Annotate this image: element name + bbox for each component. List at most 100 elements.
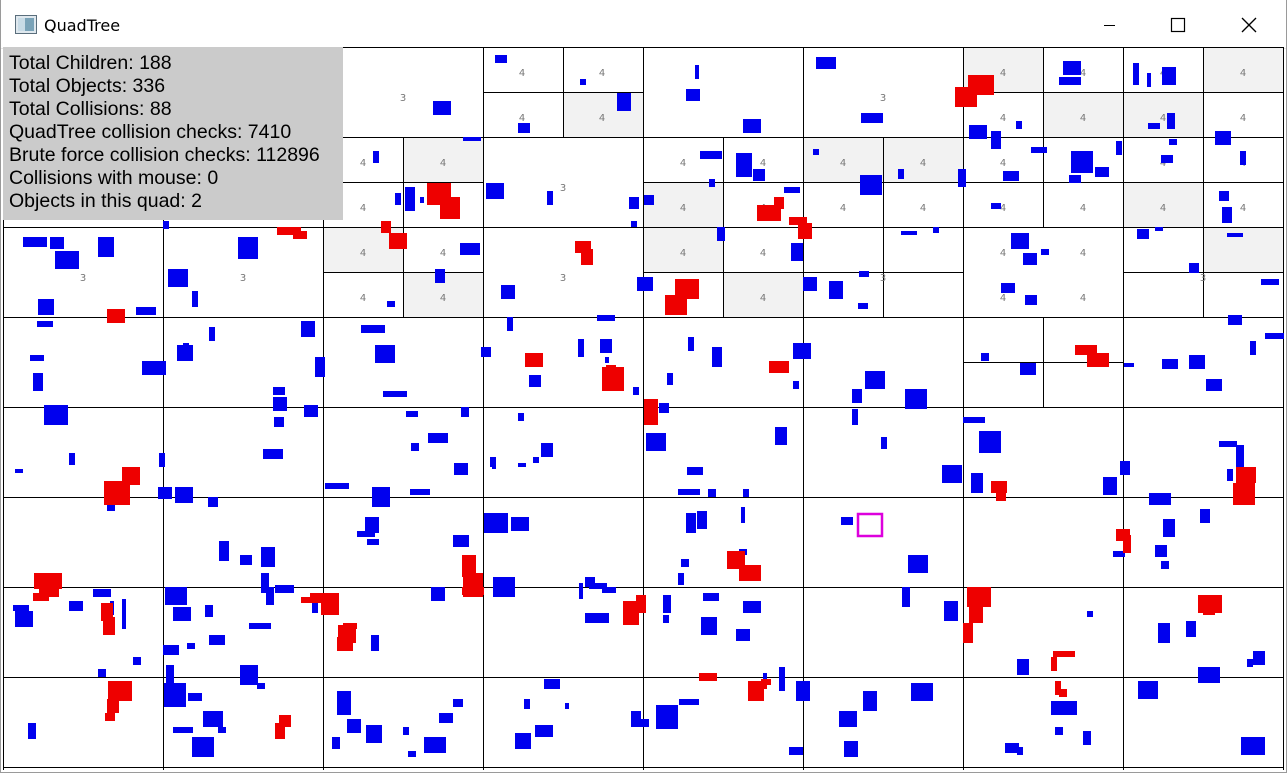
object-rect bbox=[1059, 77, 1081, 85]
object-rect bbox=[495, 55, 507, 63]
object-rect bbox=[1167, 113, 1175, 129]
minimize-button[interactable] bbox=[1087, 0, 1133, 49]
object-rect bbox=[439, 713, 453, 723]
object-rect bbox=[1169, 139, 1177, 145]
quad-depth-label: 4 bbox=[519, 68, 525, 79]
object-rect bbox=[93, 589, 111, 597]
colliding-object-rect bbox=[389, 233, 407, 249]
quadtree-canvas[interactable]: 3 4 4 4 4 3 4 4 4 4 4 4 4 4 4 4 4 4 3 4 4 4 4 4 4 4 4 4 4 4 4 4 4 4 4 3 3 4 4 4… bbox=[3, 47, 1284, 770]
object-rect bbox=[863, 691, 877, 711]
object-rect bbox=[240, 555, 252, 565]
highlighted-quad bbox=[1203, 47, 1283, 92]
object-rect bbox=[266, 587, 274, 605]
object-rect bbox=[69, 601, 83, 611]
object-rect bbox=[1103, 477, 1117, 495]
object-rect bbox=[779, 667, 785, 691]
object-rect bbox=[1017, 747, 1023, 755]
object-rect bbox=[1227, 469, 1233, 481]
object-rect bbox=[168, 269, 188, 287]
close-button[interactable] bbox=[1226, 0, 1272, 49]
quad-depth-label: 4 bbox=[519, 113, 525, 124]
object-rect bbox=[163, 645, 179, 655]
object-rect bbox=[261, 547, 275, 567]
object-rect bbox=[796, 681, 810, 701]
colliding-object-rect bbox=[279, 715, 291, 727]
object-rect bbox=[365, 517, 379, 533]
title-bar[interactable]: QuadTree bbox=[0, 0, 1287, 49]
object-rect bbox=[273, 387, 285, 395]
colliding-object-rect bbox=[440, 197, 460, 219]
object-rect bbox=[463, 137, 481, 141]
object-rect bbox=[839, 711, 857, 727]
colliding-object-rect bbox=[649, 399, 657, 407]
object-rect bbox=[631, 711, 641, 727]
object-rect bbox=[13, 605, 29, 611]
object-rect bbox=[629, 197, 639, 209]
object-rect bbox=[1163, 519, 1175, 537]
colliding-object-rect bbox=[1087, 353, 1109, 367]
object-rect bbox=[617, 93, 631, 111]
object-rect bbox=[659, 403, 669, 413]
object-rect bbox=[1147, 73, 1151, 87]
colliding-object-rect bbox=[991, 481, 1007, 493]
colliding-object-rect bbox=[101, 603, 113, 621]
object-rect bbox=[852, 409, 858, 425]
colliding-object-rect bbox=[1075, 345, 1097, 355]
object-rect bbox=[861, 113, 883, 123]
object-rect bbox=[403, 727, 409, 735]
maximize-button[interactable] bbox=[1155, 0, 1201, 49]
object-rect bbox=[1189, 263, 1199, 273]
object-rect bbox=[177, 345, 193, 361]
object-rect bbox=[803, 277, 817, 291]
object-rect bbox=[541, 443, 553, 457]
colliding-object-rect bbox=[343, 623, 357, 629]
object-rect bbox=[859, 271, 869, 277]
quad-depth-label: 4 bbox=[840, 158, 846, 169]
colliding-object-rect bbox=[277, 227, 301, 235]
object-rect bbox=[1017, 659, 1029, 675]
colliding-object-rect bbox=[337, 637, 353, 651]
object-rect bbox=[301, 321, 315, 337]
object-rect bbox=[585, 577, 595, 587]
colliding-object-rect bbox=[107, 699, 119, 713]
quad-depth-label: 4 bbox=[1240, 203, 1246, 214]
object-rect bbox=[373, 151, 379, 163]
colliding-object-rect bbox=[606, 365, 616, 373]
quad-depth-label: 4 bbox=[920, 203, 926, 214]
object-rect bbox=[30, 355, 44, 361]
object-rect bbox=[453, 699, 463, 707]
colliding-object-rect bbox=[727, 557, 741, 569]
colliding-object-rect bbox=[310, 593, 330, 601]
colliding-object-rect bbox=[675, 279, 699, 299]
object-rect bbox=[461, 407, 469, 417]
object-rect bbox=[529, 375, 541, 387]
object-rect bbox=[460, 243, 480, 255]
object-rect bbox=[1158, 623, 1170, 643]
object-rect bbox=[844, 741, 858, 757]
object-rect bbox=[1162, 359, 1178, 369]
quad-depth-label: 3 bbox=[560, 183, 566, 194]
object-rect bbox=[908, 555, 928, 573]
object-rect bbox=[686, 513, 696, 533]
object-rect bbox=[1162, 67, 1176, 85]
object-rect bbox=[789, 747, 803, 755]
object-rect bbox=[435, 269, 445, 283]
object-rect bbox=[1001, 283, 1015, 293]
quad-depth-label: 3 bbox=[80, 273, 86, 284]
object-rect bbox=[263, 449, 283, 459]
object-rect bbox=[37, 321, 53, 327]
object-rect bbox=[515, 733, 531, 749]
object-rect bbox=[942, 465, 962, 483]
object-rect bbox=[991, 203, 1001, 209]
object-rect bbox=[1025, 295, 1037, 305]
quadtree-visualization[interactable]: 3 4 4 4 4 3 4 4 4 4 4 4 4 4 4 4 4 4 3 4 4 4 4 4 4 4 4 4 4 4 4 4 4 4 4 3 3 4 4 4… bbox=[3, 47, 1284, 770]
object-rect bbox=[1228, 315, 1242, 325]
quad-depth-label: 4 bbox=[1240, 113, 1246, 124]
highlighted-quad bbox=[1123, 92, 1203, 137]
object-rect bbox=[712, 347, 722, 367]
quad-depth-label: 4 bbox=[1160, 203, 1166, 214]
colliding-object-rect bbox=[626, 607, 638, 623]
quad-depth-label: 4 bbox=[1000, 293, 1006, 304]
quad-depth-label: 4 bbox=[360, 158, 366, 169]
object-rect bbox=[15, 469, 23, 473]
